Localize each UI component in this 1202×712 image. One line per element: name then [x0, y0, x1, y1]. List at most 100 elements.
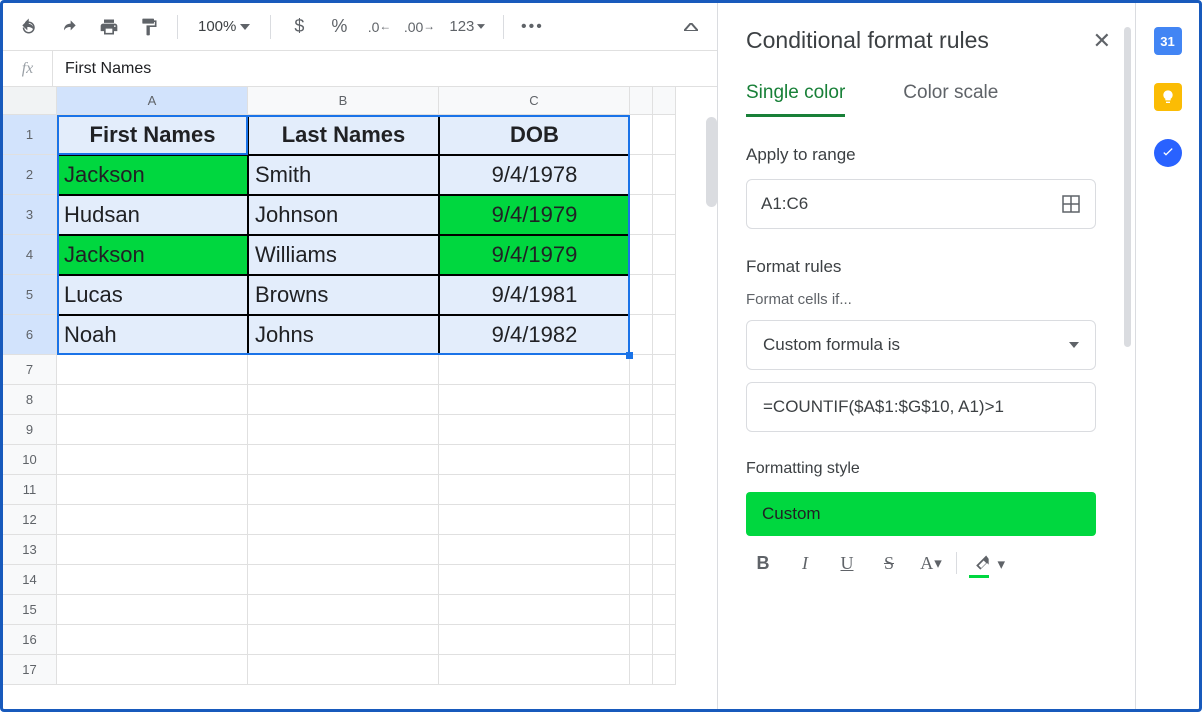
empty-cell[interactable]	[630, 235, 653, 275]
empty-cell[interactable]	[630, 385, 653, 415]
empty-cell[interactable]	[57, 655, 248, 685]
empty-cell[interactable]	[630, 505, 653, 535]
empty-cell[interactable]	[248, 385, 439, 415]
collapse-button[interactable]	[673, 9, 709, 45]
empty-cell[interactable]	[57, 445, 248, 475]
tab-color-scale[interactable]: Color scale	[903, 82, 998, 117]
empty-cell[interactable]	[248, 505, 439, 535]
row-header[interactable]: 14	[3, 565, 57, 595]
empty-cell[interactable]	[653, 445, 676, 475]
empty-cell[interactable]	[248, 445, 439, 475]
empty-cell[interactable]	[653, 385, 676, 415]
empty-cell[interactable]	[439, 505, 630, 535]
row-header[interactable]: 12	[3, 505, 57, 535]
calendar-icon[interactable]: 31	[1154, 27, 1182, 55]
row-header[interactable]: 6	[3, 315, 57, 355]
text-color-button[interactable]: A▾	[914, 546, 948, 580]
empty-cell[interactable]	[630, 355, 653, 385]
print-button[interactable]	[91, 9, 127, 45]
style-preview[interactable]: Custom	[746, 492, 1096, 536]
empty-cell[interactable]	[439, 625, 630, 655]
empty-cell[interactable]	[439, 355, 630, 385]
empty-cell[interactable]	[630, 315, 653, 355]
keep-icon[interactable]	[1154, 83, 1182, 111]
row-header[interactable]: 4	[3, 235, 57, 275]
format-number-button[interactable]: 123	[441, 18, 493, 35]
empty-cell[interactable]	[439, 535, 630, 565]
data-cell[interactable]: Noah	[57, 315, 248, 355]
empty-cell[interactable]	[630, 475, 653, 505]
header-cell[interactable]: First Names	[57, 115, 248, 155]
empty-cell[interactable]	[248, 535, 439, 565]
empty-cell[interactable]	[248, 475, 439, 505]
data-cell[interactable]: Jackson	[57, 235, 248, 275]
zoom-select[interactable]: 100%	[188, 18, 260, 35]
empty-cell[interactable]	[57, 565, 248, 595]
empty-cell[interactable]	[653, 235, 676, 275]
data-cell[interactable]: Lucas	[57, 275, 248, 315]
empty-cell[interactable]	[57, 625, 248, 655]
paint-format-button[interactable]	[131, 9, 167, 45]
data-cell[interactable]: Browns	[248, 275, 439, 315]
empty-cell[interactable]	[439, 565, 630, 595]
empty-cell[interactable]	[439, 415, 630, 445]
underline-button[interactable]: U	[830, 546, 864, 580]
empty-cell[interactable]	[630, 275, 653, 315]
row-header[interactable]: 3	[3, 195, 57, 235]
tasks-icon[interactable]	[1154, 139, 1182, 167]
column-header[interactable]: B	[248, 87, 439, 115]
empty-cell[interactable]	[630, 155, 653, 195]
select-all-corner[interactable]	[3, 87, 57, 115]
redo-button[interactable]	[51, 9, 87, 45]
empty-cell[interactable]	[653, 415, 676, 445]
empty-cell[interactable]	[653, 535, 676, 565]
row-header[interactable]: 17	[3, 655, 57, 685]
row-header[interactable]: 5	[3, 275, 57, 315]
more-button[interactable]: •••	[514, 9, 550, 45]
empty-cell[interactable]	[57, 505, 248, 535]
empty-cell[interactable]	[653, 195, 676, 235]
empty-cell[interactable]	[653, 355, 676, 385]
empty-cell[interactable]	[630, 115, 653, 155]
column-header[interactable]	[630, 87, 653, 115]
empty-cell[interactable]	[630, 195, 653, 235]
empty-cell[interactable]	[653, 565, 676, 595]
data-cell[interactable]: 9/4/1979	[439, 235, 630, 275]
row-header[interactable]: 16	[3, 625, 57, 655]
percent-button[interactable]: %	[321, 9, 357, 45]
empty-cell[interactable]	[57, 415, 248, 445]
row-header[interactable]: 1	[3, 115, 57, 155]
empty-cell[interactable]	[248, 625, 439, 655]
empty-cell[interactable]	[653, 595, 676, 625]
empty-cell[interactable]	[653, 625, 676, 655]
data-cell[interactable]: Johns	[248, 315, 439, 355]
empty-cell[interactable]	[653, 315, 676, 355]
data-cell[interactable]: Smith	[248, 155, 439, 195]
empty-cell[interactable]	[248, 415, 439, 445]
empty-cell[interactable]	[57, 475, 248, 505]
data-cell[interactable]: 9/4/1979	[439, 195, 630, 235]
empty-cell[interactable]	[248, 595, 439, 625]
data-cell[interactable]: 9/4/1978	[439, 155, 630, 195]
row-header[interactable]: 8	[3, 385, 57, 415]
empty-cell[interactable]	[630, 565, 653, 595]
empty-cell[interactable]	[248, 565, 439, 595]
empty-cell[interactable]	[653, 155, 676, 195]
empty-cell[interactable]	[248, 655, 439, 685]
scrollbar-thumb[interactable]	[706, 117, 717, 207]
row-header[interactable]: 13	[3, 535, 57, 565]
tab-single-color[interactable]: Single color	[746, 82, 845, 117]
row-header[interactable]: 10	[3, 445, 57, 475]
row-header[interactable]: 11	[3, 475, 57, 505]
empty-cell[interactable]	[439, 445, 630, 475]
currency-button[interactable]: $	[281, 9, 317, 45]
empty-cell[interactable]	[653, 475, 676, 505]
rule-type-dropdown[interactable]: Custom formula is	[746, 320, 1096, 370]
header-cell[interactable]: DOB	[439, 115, 630, 155]
empty-cell[interactable]	[630, 655, 653, 685]
data-cell[interactable]: Hudsan	[57, 195, 248, 235]
empty-cell[interactable]	[653, 115, 676, 155]
bold-button[interactable]: B	[746, 546, 780, 580]
header-cell[interactable]: Last Names	[248, 115, 439, 155]
range-input[interactable]: A1:C6	[746, 179, 1096, 229]
